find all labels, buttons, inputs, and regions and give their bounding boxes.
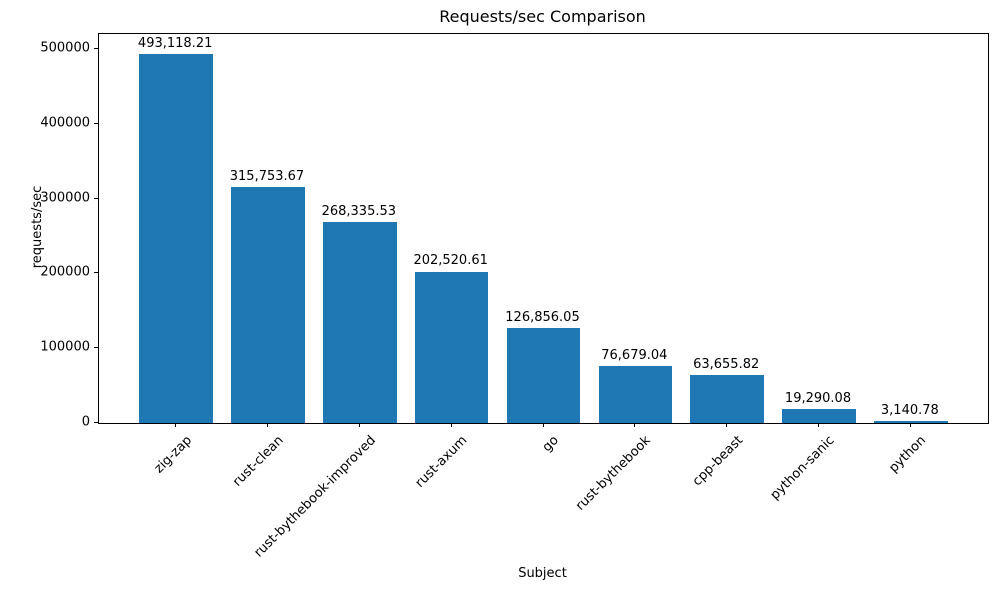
x-tick-mark bbox=[818, 423, 820, 427]
y-tick-label: 500000 bbox=[40, 40, 90, 56]
bar-value-label: 493,118.21 bbox=[137, 36, 213, 52]
y-tick-mark bbox=[94, 47, 98, 49]
bar-value-label: 126,856.05 bbox=[505, 310, 580, 326]
x-tick-label: rust-bythebook bbox=[573, 433, 654, 514]
chart-title: Requests/sec Comparison bbox=[439, 7, 646, 26]
bar-value-label: 268,335.53 bbox=[321, 204, 397, 220]
x-tick-label: zig-zap bbox=[151, 433, 195, 477]
x-tick-label: rust-axum bbox=[412, 433, 471, 491]
bar-value-label: 315,753.67 bbox=[229, 168, 305, 184]
y-tick-mark bbox=[94, 122, 98, 124]
bar-go bbox=[506, 328, 581, 423]
y-tick-mark bbox=[94, 422, 98, 423]
y-tick-mark bbox=[94, 272, 98, 274]
bar-python bbox=[874, 420, 948, 423]
y-tick-mark bbox=[94, 347, 98, 349]
y-tick-mark bbox=[94, 197, 98, 199]
x-tick-mark bbox=[634, 423, 636, 427]
plot-area bbox=[98, 33, 989, 424]
x-tick-label: python bbox=[886, 433, 930, 476]
x-axis-label: Subject bbox=[518, 566, 567, 581]
y-tick-label: 100000 bbox=[40, 339, 90, 355]
x-tick-label: cpp-beast bbox=[689, 433, 746, 490]
x-tick-label: rust-clean bbox=[229, 433, 287, 490]
y-tick-label: 0 bbox=[81, 414, 90, 430]
bar-value-label: 3,140.78 bbox=[880, 402, 939, 418]
x-tick-mark bbox=[175, 423, 177, 427]
x-tick-mark bbox=[726, 423, 728, 427]
x-tick-mark bbox=[266, 423, 268, 427]
bar-rust-clean bbox=[231, 186, 305, 423]
bar-cpp-beast bbox=[690, 375, 764, 423]
bar-value-label: 202,520.61 bbox=[413, 253, 488, 269]
bar-rust-bythebook-improved bbox=[323, 222, 397, 423]
x-tick-mark bbox=[542, 423, 544, 427]
y-tick-label: 200000 bbox=[40, 264, 90, 280]
bar-zig-zap bbox=[139, 54, 213, 423]
x-tick-mark bbox=[450, 423, 452, 427]
x-tick-label: python-sanic bbox=[767, 433, 838, 503]
bar-value-label: 63,655.82 bbox=[693, 357, 760, 373]
y-tick-label: 400000 bbox=[40, 115, 90, 131]
x-tick-mark bbox=[358, 423, 360, 427]
bar-value-label: 19,290.08 bbox=[784, 390, 852, 406]
bar-python-sanic bbox=[782, 408, 856, 423]
x-tick-mark bbox=[909, 423, 911, 427]
bar-rust-axum bbox=[414, 271, 489, 423]
y-axis-label: requests/sec bbox=[30, 185, 45, 269]
x-tick-label: go bbox=[540, 433, 563, 456]
bar-value-label: 76,679.04 bbox=[601, 347, 668, 363]
y-tick-label: 300000 bbox=[40, 190, 90, 206]
bar-rust-bythebook bbox=[598, 365, 673, 423]
